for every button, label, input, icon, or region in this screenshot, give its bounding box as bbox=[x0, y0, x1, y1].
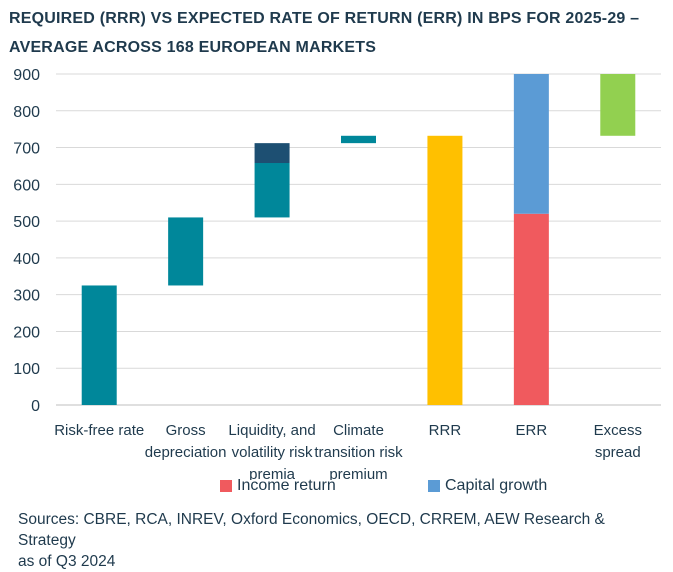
x-category-label-2: Gross depreciation bbox=[145, 422, 227, 461]
y-tick-label-500: 500 bbox=[13, 214, 40, 231]
y-tick-label-200: 200 bbox=[13, 324, 40, 341]
legend-swatch-income-return bbox=[220, 480, 232, 492]
x-category-label-4: Climate transition risk premium bbox=[314, 422, 403, 480]
legend-item-income-return: Income return bbox=[220, 477, 336, 495]
bar-3-segment-2 bbox=[254, 143, 290, 164]
bar-2-segment-1 bbox=[168, 217, 204, 286]
y-tick-label-900: 900 bbox=[13, 67, 40, 84]
chart-title-line-2: AVERAGE ACROSS 168 EUROPEAN MARKETS bbox=[9, 39, 377, 56]
legend-label-capital-growth: Capital growth bbox=[445, 477, 548, 494]
legend-item-capital-growth: Capital growth bbox=[428, 477, 547, 495]
legend-label-income-return: Income return bbox=[237, 477, 336, 494]
x-category-label-4-line-3: premium bbox=[329, 466, 387, 480]
bar-6-segment-1 bbox=[513, 213, 549, 405]
x-category-label-6: ERR bbox=[516, 422, 548, 439]
x-category-label-5: RRR bbox=[429, 422, 462, 439]
y-tick-label-600: 600 bbox=[13, 177, 40, 194]
x-category-label-3-line-3: premia bbox=[249, 466, 296, 480]
y-tick-label-700: 700 bbox=[13, 141, 40, 158]
x-category-label-7-line-1: Excess bbox=[594, 422, 642, 439]
bar-5-segment-1 bbox=[427, 135, 463, 405]
chart-title-line-1: REQUIRED (RRR) VS EXPECTED RATE OF RETUR… bbox=[9, 10, 640, 27]
x-category-label-4-line-2: transition risk bbox=[314, 444, 403, 461]
bar-7-segment-1 bbox=[600, 74, 636, 136]
chart-title: REQUIRED (RRR) VS EXPECTED RATE OF RETUR… bbox=[9, 4, 669, 62]
y-tick-label-400: 400 bbox=[13, 251, 40, 268]
x-category-label-5-line-1: RRR bbox=[429, 422, 462, 439]
x-category-label-3: Liquidity, and volatility risk premia bbox=[228, 422, 315, 480]
bar-6-segment-2 bbox=[513, 74, 549, 214]
x-category-label-1-line-1: Risk-free rate bbox=[54, 422, 144, 439]
bar-3-segment-1 bbox=[254, 163, 290, 218]
y-tick-label-300: 300 bbox=[13, 288, 40, 305]
y-tick-label-0: 0 bbox=[31, 398, 40, 415]
y-tick-label-100: 100 bbox=[13, 361, 40, 378]
y-tick-label-800: 800 bbox=[13, 104, 40, 121]
bar-1-segment-1 bbox=[81, 285, 117, 405]
x-category-label-7-line-2: spread bbox=[595, 444, 641, 461]
x-category-label-7: Excess spread bbox=[594, 422, 642, 461]
x-category-label-4-line-1: Climate bbox=[333, 422, 384, 439]
x-category-label-2-line-1: Gross bbox=[166, 422, 206, 439]
x-category-label-2-line-2: depreciation bbox=[145, 444, 227, 461]
bar-4-segment-1 bbox=[341, 135, 376, 144]
chart-legend: Income return Capital growth bbox=[0, 477, 673, 499]
x-category-label-3-line-1: Liquidity, and bbox=[228, 422, 315, 439]
x-category-label-3-line-2: volatility risk bbox=[232, 444, 313, 461]
source-note-line-2: as of Q3 2024 bbox=[18, 553, 116, 570]
legend-swatch-capital-growth bbox=[428, 480, 440, 492]
waterfall-chart: 0 100 200 300 400 500 600 700 800 900 Risk-free ra… bbox=[13, 67, 661, 480]
x-category-label-1: Risk-free rate bbox=[54, 422, 144, 439]
source-note: Sources: CBRE, RCA, INREV, Oxford Econom… bbox=[18, 509, 658, 572]
x-category-label-6-line-1: ERR bbox=[516, 422, 548, 439]
source-note-line-1: Sources: CBRE, RCA, INREV, Oxford Econom… bbox=[18, 511, 605, 549]
